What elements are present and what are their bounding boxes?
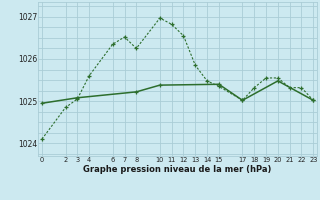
X-axis label: Graphe pression niveau de la mer (hPa): Graphe pression niveau de la mer (hPa) (84, 165, 272, 174)
